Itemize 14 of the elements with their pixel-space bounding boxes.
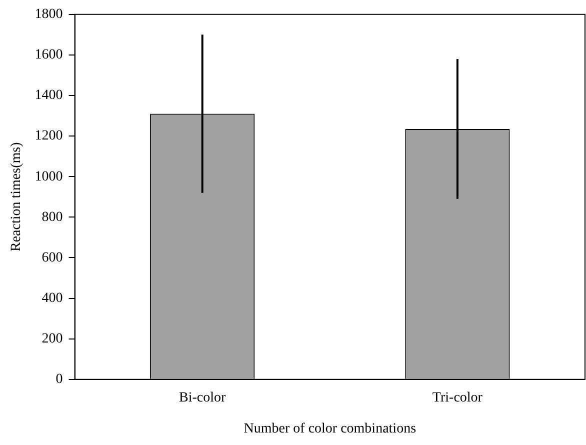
- y-axis-title: Reaction times(ms): [9, 142, 24, 252]
- y-tick-label: 400: [42, 290, 63, 306]
- y-tick-label: 600: [42, 250, 63, 266]
- x-tick-label: Tri-color: [432, 390, 483, 406]
- y-tick-label: 0: [56, 372, 63, 388]
- y-tick-label: 1000: [34, 169, 63, 184]
- y-tick-label: 1600: [34, 48, 63, 63]
- y-tick-label: 1800: [34, 7, 63, 22]
- y-tick-label: 800: [42, 210, 63, 225]
- x-tick-label: Bi-color: [179, 390, 226, 406]
- y-tick-label: 1200: [34, 128, 63, 144]
- y-tick-label: 1400: [34, 88, 63, 104]
- y-tick-label: 200: [42, 332, 63, 347]
- x-axis-title: Number of color combinations: [244, 421, 416, 436]
